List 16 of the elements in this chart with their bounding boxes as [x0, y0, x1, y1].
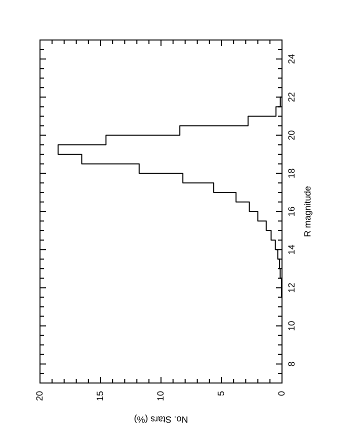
x-tick-label: 15: [94, 391, 105, 402]
x-tick-label: 20: [34, 391, 44, 402]
x-axis-title: No. Stars (%): [134, 414, 188, 425]
x-tick-label: 10: [155, 391, 166, 402]
y-tick-label: 20: [286, 130, 296, 140]
y-tick-label: 8: [286, 361, 296, 366]
y-tick-label: 16: [286, 206, 296, 217]
x-tick-label: 5: [216, 391, 226, 396]
y-tick-label: 12: [286, 282, 296, 293]
y-tick-label: 18: [286, 168, 296, 178]
y-tick-label: 14: [286, 244, 296, 255]
x-tick-label: 0: [276, 391, 286, 396]
y-axis-title: R magnitude: [302, 186, 312, 238]
y-tick-label: 10: [286, 320, 296, 331]
y-tick-label: 24: [286, 54, 296, 64]
y-tick-label: 22: [286, 92, 296, 102]
